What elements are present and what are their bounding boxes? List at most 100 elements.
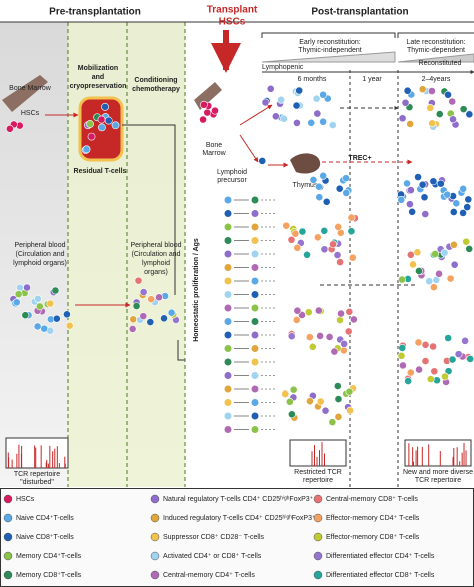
cell (104, 116, 113, 125)
cell (98, 123, 106, 132)
label: Lymphoid (217, 169, 247, 176)
cell (203, 108, 212, 117)
label: organs) (144, 269, 168, 276)
label: Mobilization (78, 65, 118, 72)
wedge (261, 51, 396, 63)
cell (224, 318, 232, 325)
label: Conditioning (134, 77, 177, 84)
cell (404, 377, 413, 385)
cell (465, 244, 474, 253)
cell (251, 318, 259, 325)
cell (287, 235, 296, 244)
cell (459, 184, 468, 193)
legend-swatch (150, 551, 160, 561)
cell (251, 196, 259, 204)
cell (285, 397, 294, 406)
label: Restricted TCR (294, 469, 342, 476)
legend-label: Central-memory CD8⁺ T-cells (326, 496, 418, 503)
cell (452, 199, 461, 208)
legend-label: Naive CD8⁺T-cells (16, 534, 74, 541)
cell (160, 314, 168, 323)
arrow (239, 104, 273, 126)
label: Thymic-dependent (407, 47, 465, 54)
cell (52, 314, 61, 323)
cell (40, 324, 49, 333)
cell (251, 291, 259, 298)
label: Thymus (293, 182, 318, 189)
cell (329, 240, 337, 249)
cell (345, 387, 354, 396)
cell (224, 237, 232, 244)
cell (397, 351, 406, 360)
cell (132, 302, 141, 310)
cell (224, 426, 232, 433)
title: Pre-transplantation (49, 7, 141, 18)
cell (139, 288, 148, 296)
cell (448, 355, 457, 364)
cell (251, 345, 259, 352)
label: Peripheral blood (131, 242, 182, 249)
cell (63, 310, 71, 319)
cell (346, 406, 355, 415)
cell (271, 112, 280, 121)
cell (421, 210, 430, 218)
cell (319, 171, 328, 180)
cell (101, 102, 109, 111)
label: 1 year (362, 76, 382, 83)
cell (463, 203, 472, 212)
cell (224, 210, 232, 217)
label: lymphoid organs) (13, 260, 67, 267)
cell (347, 227, 356, 236)
label: cryopreservation (70, 83, 127, 90)
cell (342, 174, 350, 183)
arrow (122, 124, 176, 295)
cell (320, 226, 329, 235)
cell (224, 304, 232, 312)
cell (408, 207, 417, 216)
legend-label: Suppressor CD8⁺ CD28⁻ T-cells (163, 534, 265, 541)
cell (426, 375, 435, 383)
cell (333, 382, 342, 390)
cell (330, 347, 339, 356)
cell (287, 332, 296, 341)
cell (139, 312, 148, 321)
cell (111, 121, 120, 130)
cell (436, 179, 445, 188)
cell (403, 86, 412, 95)
cell (33, 322, 42, 331)
cell (319, 117, 328, 126)
cell (97, 115, 106, 124)
legend-swatch (3, 494, 13, 504)
cell (398, 344, 407, 352)
label: Early reconstitution: (299, 39, 361, 46)
cell (313, 109, 322, 118)
cell (450, 240, 458, 249)
cell (449, 208, 458, 216)
cell (420, 193, 429, 202)
legend-label: HSCs (16, 496, 35, 503)
label: precursor (217, 177, 247, 184)
cell (251, 412, 259, 420)
cell (167, 308, 176, 317)
cell (336, 258, 345, 267)
cell (224, 358, 232, 366)
cell (224, 264, 232, 271)
cell (251, 372, 259, 379)
label: Peripheral blood (15, 242, 66, 249)
label: (Circulation and (131, 251, 180, 258)
cell (348, 253, 357, 262)
cell (418, 85, 427, 94)
cell (308, 342, 317, 351)
cell (224, 250, 232, 258)
cell (418, 180, 427, 189)
arrow (239, 134, 259, 163)
cell (251, 331, 259, 339)
cell (443, 190, 452, 199)
legend-swatch (150, 570, 160, 580)
cell (280, 114, 288, 123)
cell (440, 248, 449, 257)
label: repertoire (303, 477, 333, 484)
cell (441, 372, 449, 381)
cell (293, 306, 302, 315)
